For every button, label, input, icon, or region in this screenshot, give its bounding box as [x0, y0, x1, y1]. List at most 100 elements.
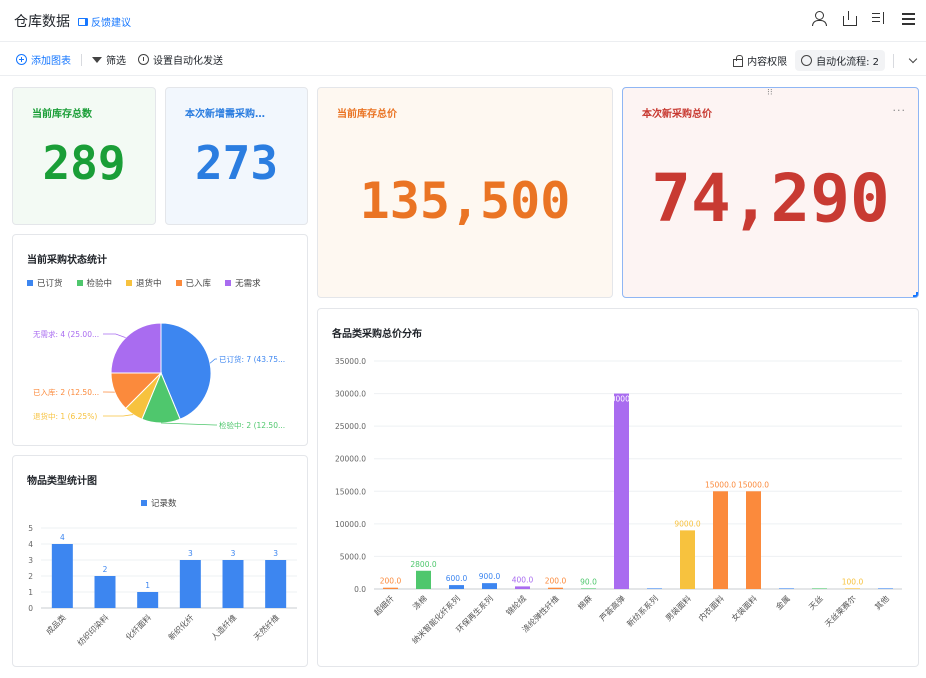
legend-item[interactable]: 退货中 [126, 277, 162, 289]
bar [137, 592, 159, 608]
kpi-inventory-price-card[interactable]: 当前库存总价 135,500 [317, 87, 613, 298]
y-tick-label: 10000.0 [335, 520, 366, 529]
bar-data-label: 90.0 [580, 577, 597, 586]
x-tick-label: 其他 [873, 593, 891, 611]
pie-label-line [103, 414, 134, 417]
bar [179, 560, 201, 608]
kpi-label: 本次新增需采购… [185, 109, 265, 120]
auto-flow-label: 自动化流程: 2 [816, 57, 879, 68]
share-icon[interactable] [842, 11, 857, 26]
y-tick-label: 5 [28, 524, 33, 533]
page-title: 仓库数据 [14, 14, 70, 30]
chart-title: 当前采购状态统计 [27, 255, 107, 266]
bar-data-label: 15000.0 [705, 480, 736, 489]
x-tick-label: 芦荟高弹 [597, 593, 627, 623]
legend-swatch [175, 280, 182, 286]
add-chart-label: 添加图表 [31, 56, 71, 67]
x-tick-label: 男装面料 [663, 593, 693, 623]
pie-data-label: 检验中: 2 (12.50... [219, 420, 285, 430]
bar [222, 560, 244, 608]
funnel-icon [92, 56, 102, 63]
kpi-inventory-count-card[interactable]: 当前库存总数 289 [12, 87, 156, 225]
user-icon[interactable] [812, 11, 827, 26]
bar [416, 570, 431, 589]
type-chart-card[interactable]: 物品类型统计图 记录数 0 1 2 3 4 5 4 成品类 2 纺织印染料 1 化纤面料 3 新织化纤 3 人造… [12, 455, 308, 667]
bar-data-label: 900.0 [479, 572, 501, 581]
auto-send-label: 设置自动化发送 [153, 56, 223, 67]
bar [680, 530, 695, 589]
chart-title: 各品类采购总价分布 [332, 329, 422, 340]
clock-icon [138, 54, 149, 65]
bar [845, 588, 860, 589]
bar-data-label: 200.0 [380, 577, 402, 586]
x-tick-label: 天然纤维 [251, 612, 281, 642]
x-tick-label: 化纤面料 [123, 612, 153, 642]
filter-button[interactable]: 筛选 [92, 52, 126, 67]
legend-swatch [141, 500, 147, 506]
add-chart-button[interactable]: 添加图表 [16, 52, 71, 67]
chevron-down-icon[interactable] [908, 54, 918, 64]
feedback-label: 反馈建议 [91, 18, 131, 29]
drag-handle-icon[interactable]: ⁝⁝ [767, 88, 773, 98]
pie-data-label: 已订货: 7 (43.75... [219, 354, 285, 364]
content-permission-label: 内容权限 [747, 57, 788, 68]
pie-slice [160, 322, 212, 420]
status-chart-card[interactable]: 当前采购状态统计 已订货 检验中 退货中 已入库 无需求 已订货: 7 (43.75..… [12, 234, 308, 446]
bar [713, 491, 728, 589]
x-tick-label: 超细纤 [372, 593, 396, 617]
y-tick-label: 1 [28, 588, 33, 597]
bar [383, 587, 398, 589]
legend-item[interactable]: 检验中 [76, 277, 112, 289]
legend-item[interactable]: 无需求 [225, 277, 261, 289]
kpi-purchase-need-card[interactable]: 本次新增需采购… 273 [165, 87, 308, 225]
pie-label-line [103, 333, 126, 339]
auto-flow-button[interactable]: 自动化流程: 2 [795, 50, 885, 71]
y-tick-label: 35000.0 [335, 357, 366, 366]
bar-data-label: 1 [145, 581, 150, 590]
y-tick-label: 0.0 [354, 585, 366, 594]
more-icon[interactable]: ··· [892, 104, 906, 117]
x-tick-label: 天丝 [807, 593, 825, 611]
legend-label: 已订货 [37, 279, 63, 289]
x-tick-label: 新纺系系列 [625, 593, 660, 628]
kpi-purchase-price-card[interactable]: ⁝⁝ 本次新采购总价 ··· 74,290 [622, 87, 919, 298]
y-tick-label: 3 [28, 556, 33, 565]
category-chart-card[interactable]: 各品类采购总价分布 0.0 5000.0 10000.0 15000.0 20000.0… [317, 308, 919, 667]
kpi-value: 74,290 [651, 160, 890, 237]
megaphone-icon [78, 17, 88, 26]
bar [265, 560, 287, 608]
dashboard-toolbar: 添加图表 筛选 设置自动化发送 内容权限 自动化流程: 2 [0, 42, 926, 76]
kpi-label: 当前库存总价 [337, 109, 397, 120]
y-tick-label: 4 [28, 540, 33, 549]
chart-title: 物品类型统计图 [27, 476, 97, 487]
auto-send-button[interactable]: 设置自动化发送 [138, 52, 223, 67]
bar-data-label: 400.0 [512, 575, 534, 584]
sort-icon[interactable] [872, 11, 886, 25]
y-tick-label: 25000.0 [335, 422, 366, 431]
pie-chart: 已订货: 7 (43.75... 检验中: 2 (12.50... 退货中: 1 (… [33, 322, 285, 430]
bar [746, 491, 761, 589]
x-tick-label: 涤棉 [411, 593, 429, 611]
menu-icon[interactable] [902, 11, 916, 25]
lock-icon [733, 54, 744, 67]
legend-label: 记录数 [151, 498, 177, 509]
legend-swatch [126, 280, 133, 286]
x-tick-label: 女装面料 [729, 593, 759, 623]
legend-item[interactable]: 已订货 [27, 277, 63, 289]
kpi-value: 289 [42, 136, 126, 190]
feedback-link[interactable]: 反馈建议 [78, 14, 131, 29]
resize-handle-icon[interactable] [913, 292, 918, 297]
x-tick-label: 成品类 [44, 612, 68, 636]
y-tick-label: 0 [28, 604, 33, 613]
kpi-label: 当前库存总数 [32, 109, 92, 120]
kpi-value: 135,500 [359, 172, 571, 230]
bar-data-label: 200.0 [545, 577, 567, 586]
x-tick-label: 天丝莱赛尔 [823, 593, 858, 628]
x-tick-label: 金属 [774, 593, 792, 611]
legend-label: 无需求 [235, 279, 261, 289]
legend-item[interactable]: 已入库 [175, 277, 211, 289]
filter-label: 筛选 [106, 56, 126, 67]
divider [81, 53, 82, 66]
content-permission-button[interactable]: 内容权限 [733, 53, 787, 68]
chart-legend: 已订货 检验中 退货中 已入库 无需求 [27, 277, 261, 289]
